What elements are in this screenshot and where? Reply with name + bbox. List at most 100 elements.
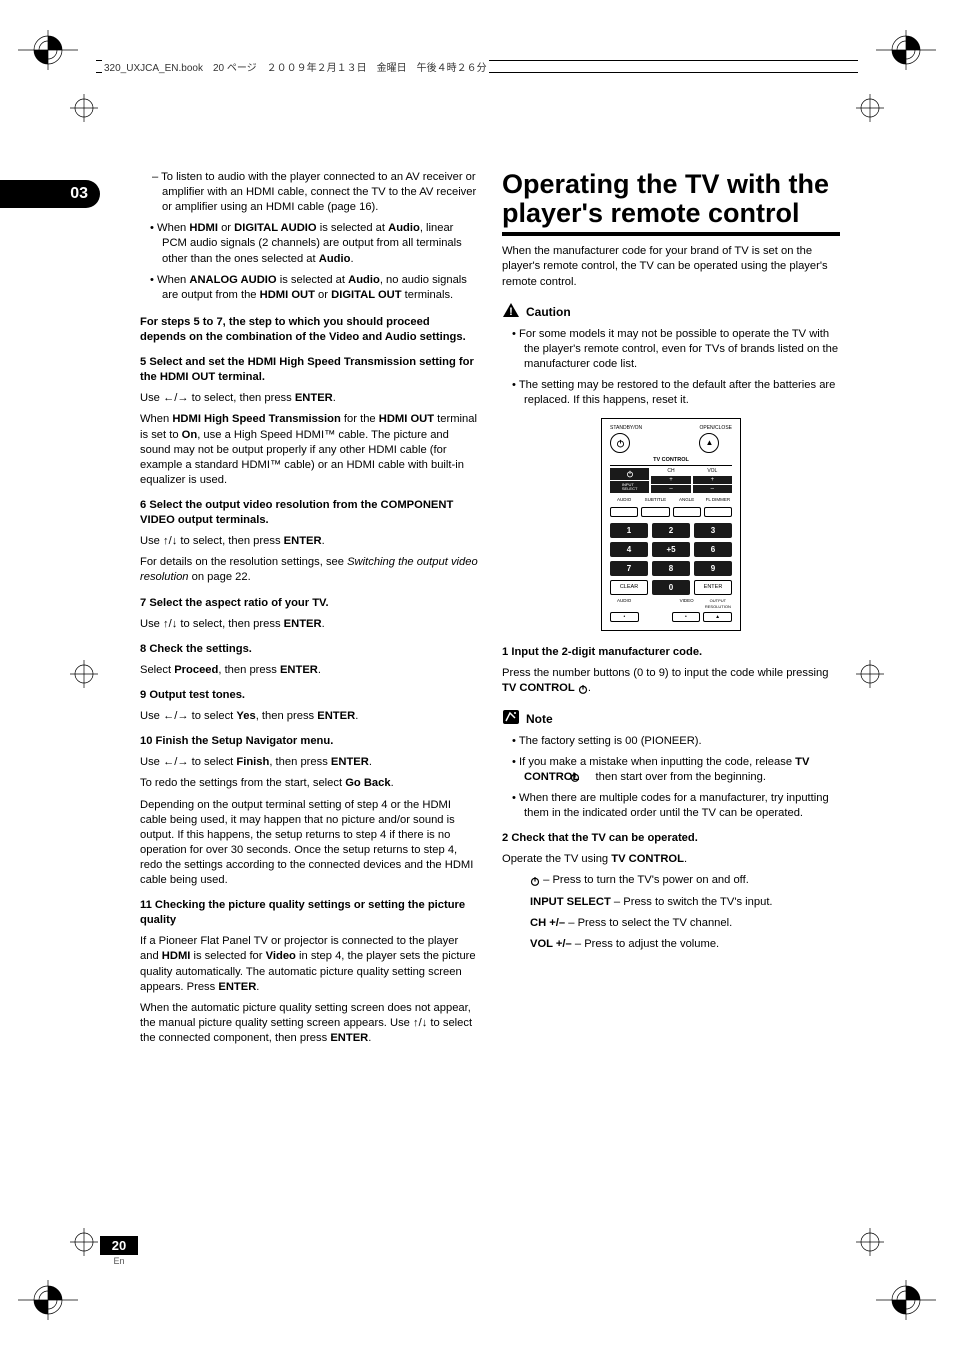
heading-rule xyxy=(502,232,840,236)
page: 320_UXJCA_EN.book 20 ページ ２００９年２月１３日 金曜日 … xyxy=(0,0,954,1350)
remote-num-3: 3 xyxy=(694,523,732,538)
paragraph: Use ↑/↓ to select, then press ENTER. xyxy=(140,617,478,632)
remote-label-standby: STANDBY/ON xyxy=(610,425,642,432)
paragraph-bold: For steps 5 to 7, the step to which you … xyxy=(140,315,478,345)
remote-num-0: 0 xyxy=(652,580,690,595)
paragraph: Use ↑/↓ to select, then press ENTER. xyxy=(140,534,478,549)
step-7-title: 7 Select the aspect ratio of your TV. xyxy=(140,596,478,611)
remote-openclose-button: ▲ xyxy=(699,433,719,453)
caution-text: Caution xyxy=(526,304,571,320)
paragraph: For details on the resolution settings, … xyxy=(140,555,478,585)
remote-vol-up-button: + xyxy=(693,476,732,484)
print-mark-tr xyxy=(876,30,936,70)
remote-subtitle-button xyxy=(641,507,669,517)
remote-audio-button xyxy=(610,507,638,517)
arrow-ud-icon: ↑/↓ xyxy=(163,618,177,630)
note-label: Note xyxy=(502,709,840,730)
print-header-line: 320_UXJCA_EN.book 20 ページ ２００９年２月１３日 金曜日 … xyxy=(96,60,858,73)
remote-num-5: +5 xyxy=(652,542,690,557)
remote-ch-label: CH xyxy=(651,468,690,475)
note-text: Note xyxy=(526,711,553,727)
remote-num-8: 8 xyxy=(652,561,690,576)
list-item: If you make a mistake when inputting the… xyxy=(502,755,840,785)
arrow-ud-icon: ↑/↓ xyxy=(163,535,177,547)
remote-clear: CLEAR xyxy=(610,580,648,595)
paragraph: Use ←/→ to select, then press ENTER. xyxy=(140,391,478,406)
paragraph: To redo the settings from the start, sel… xyxy=(140,776,478,791)
crosshair-icon xyxy=(70,1228,98,1256)
arrow-lr-icon: ←/→ xyxy=(163,392,188,404)
remote-num-2: 2 xyxy=(652,523,690,538)
content-columns: – To listen to audio with the player con… xyxy=(140,170,840,1052)
section-heading: Operating the TV with the player's remot… xyxy=(502,170,840,228)
remote-ch-up-button: + xyxy=(651,476,690,484)
list-item: The factory setting is 00 (PIONEER). xyxy=(502,734,840,749)
step-11-title: 11 Checking the picture quality settings… xyxy=(140,898,478,928)
list-item: When ANALOG AUDIO is selected at Audio, … xyxy=(140,273,478,303)
remote-num-9: 9 xyxy=(694,561,732,576)
paragraph: Operate the TV using TV CONTROL. xyxy=(502,852,840,867)
remote-num-4: 4 xyxy=(610,542,648,557)
paragraph: Use ←/→ to select Yes, then press ENTER. xyxy=(140,709,478,724)
remote-enter: ENTER xyxy=(694,580,732,595)
arrow-lr-icon: ←/→ xyxy=(163,710,188,722)
paragraph: Select Proceed, then press ENTER. xyxy=(140,663,478,678)
step-6-title: 6 Select the output video resolution fro… xyxy=(140,498,478,528)
remote-ch-down-button: – xyxy=(651,485,690,493)
remote-small-labels: AUDIO SUBTITLE ANGLE FL DIMMER xyxy=(610,497,732,503)
paragraph: When HDMI High Speed Transmission for th… xyxy=(140,412,478,488)
remote-num-7: 7 xyxy=(610,561,648,576)
page-number-block: 20 En xyxy=(100,1236,138,1266)
paragraph: If a Pioneer Flat Panel TV or projector … xyxy=(140,934,478,994)
tvcontrol-input: INPUT SELECT – Press to switch the TV's … xyxy=(502,895,840,910)
power-icon xyxy=(582,772,592,782)
remote-body: STANDBY/ON OPEN/CLOSE ▲ TV CONTROL INPUT… xyxy=(601,418,741,631)
tvcontrol-power: – Press to turn the TV's power on and of… xyxy=(502,873,840,888)
remote-input-select-button: INPUT SELECT xyxy=(610,481,649,493)
paragraph: Use ←/→ to select Finish, then press ENT… xyxy=(140,755,478,770)
power-icon xyxy=(578,684,588,694)
remote-tv-power-button xyxy=(610,468,649,480)
power-icon xyxy=(530,876,540,886)
remote-small-buttons xyxy=(610,507,732,517)
page-lang: En xyxy=(100,1256,138,1266)
svg-text:!: ! xyxy=(509,306,513,318)
paragraph: Depending on the output terminal setting… xyxy=(140,798,478,889)
paragraph: – To listen to audio with the player con… xyxy=(140,170,478,215)
crosshair-icon xyxy=(856,94,884,122)
print-mark-br xyxy=(876,1280,936,1320)
list-item: When HDMI or DIGITAL AUDIO is selected a… xyxy=(140,221,478,266)
print-mark-bl xyxy=(18,1280,78,1320)
print-header-filename: 320_UXJCA_EN.book 20 ページ ２００９年２月１３日 金曜日 … xyxy=(102,59,489,74)
remote-vol-label: VOL xyxy=(693,468,732,475)
remote-numpad: 1 2 3 4 +5 6 7 8 9 CLEAR 0 ENTER xyxy=(610,523,732,595)
remote-num-6: 6 xyxy=(694,542,732,557)
right-column: Operating the TV with the player's remot… xyxy=(502,170,840,1052)
note-icon xyxy=(502,709,520,730)
crosshair-icon xyxy=(856,1228,884,1256)
page-number: 20 xyxy=(100,1236,138,1255)
step-9-title: 9 Output test tones. xyxy=(140,688,478,703)
remote-bottom-labels: AUDIO VIDEO OUTPUT RESOLUTION xyxy=(610,598,732,609)
remote-label-openclose: OPEN/CLOSE xyxy=(699,425,732,432)
text: To listen to audio with the player conne… xyxy=(161,171,476,213)
print-mark-tl xyxy=(18,30,78,70)
crosshair-icon xyxy=(70,94,98,122)
chapter-badge: 03 xyxy=(0,180,100,208)
paragraph: When the manufacturer code for your bran… xyxy=(502,244,840,289)
step-2-title: 2 Check that the TV can be operated. xyxy=(502,831,840,846)
tvcontrol-ch: CH +/– – Press to select the TV channel. xyxy=(502,916,840,931)
remote-bottom-resolution: ▲ xyxy=(703,612,732,622)
step-8-title: 8 Check the settings. xyxy=(140,642,478,657)
caution-label: ! Caution xyxy=(502,302,840,323)
tvcontrol-vol: VOL +/– – Press to adjust the volume. xyxy=(502,937,840,952)
remote-diagram: STANDBY/ON OPEN/CLOSE ▲ TV CONTROL INPUT… xyxy=(502,418,840,631)
remote-angle-button xyxy=(673,507,701,517)
crosshair-icon xyxy=(70,660,98,688)
remote-num-1: 1 xyxy=(610,523,648,538)
left-column: – To listen to audio with the player con… xyxy=(140,170,478,1052)
remote-vol-down-button: – xyxy=(693,485,732,493)
step-10-title: 10 Finish the Setup Navigator menu. xyxy=(140,734,478,749)
remote-standby-button xyxy=(610,433,630,453)
remote-bottom-buttons: • • ▲ xyxy=(610,612,732,622)
